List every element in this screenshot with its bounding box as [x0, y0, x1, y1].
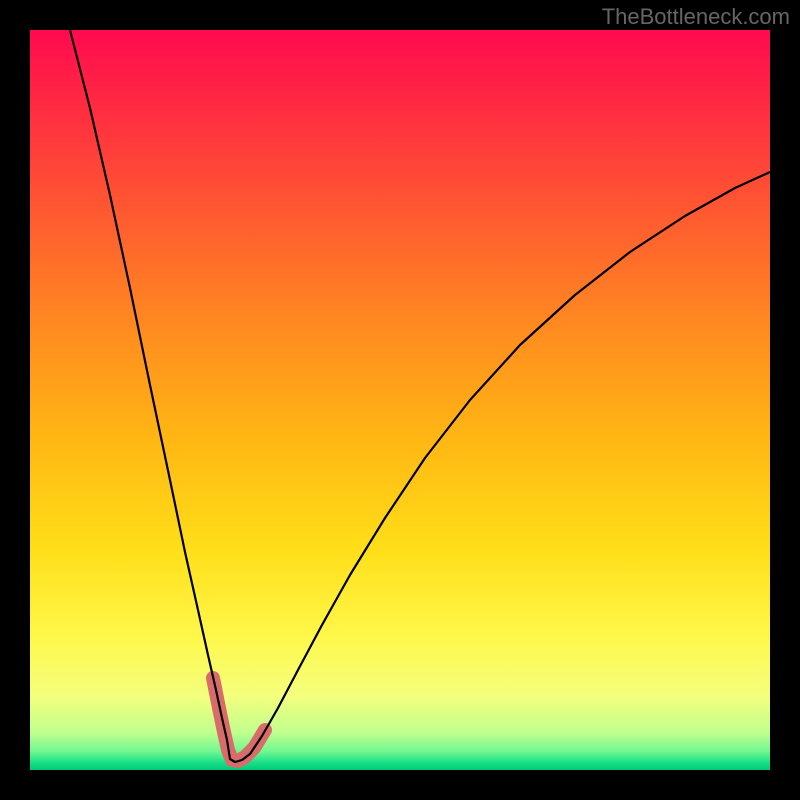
chart-frame: TheBottleneck.com — [0, 0, 800, 800]
bottleneck-curve — [70, 30, 770, 762]
curve-layer — [30, 30, 770, 770]
watermark-text: TheBottleneck.com — [602, 4, 790, 30]
highlight-u-path — [213, 678, 265, 761]
plot-area — [30, 30, 770, 770]
